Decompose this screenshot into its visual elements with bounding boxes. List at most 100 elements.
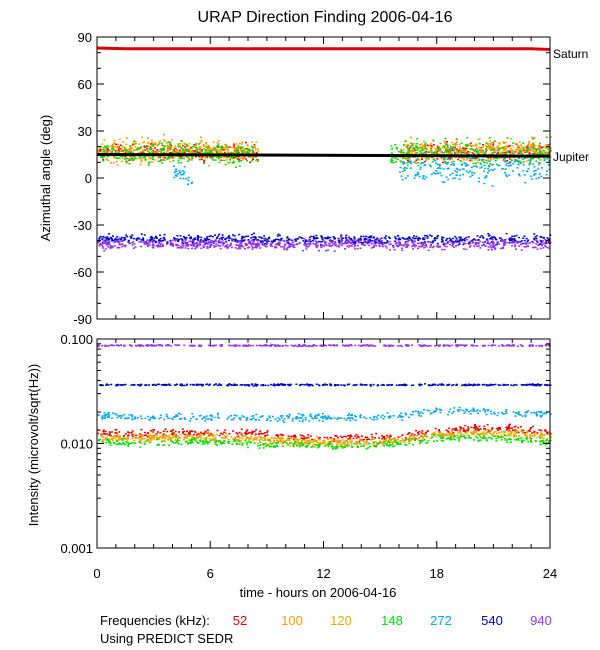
data-point — [381, 239, 383, 242]
intensity-point — [106, 439, 109, 441]
data-point — [184, 238, 187, 241]
data-point — [196, 236, 199, 238]
data-point — [490, 247, 493, 249]
data-point — [405, 146, 408, 149]
data-point — [463, 240, 466, 242]
data-point — [128, 159, 131, 161]
intensity-point — [127, 442, 130, 444]
data-point — [413, 235, 415, 237]
data-point — [175, 239, 177, 241]
data-point — [435, 149, 438, 152]
intensity-point — [314, 443, 317, 446]
data-point — [236, 158, 239, 160]
data-point — [333, 243, 336, 245]
data-point — [217, 140, 220, 142]
data-point — [302, 249, 304, 252]
data-point — [232, 157, 235, 159]
data-point — [163, 157, 166, 159]
data-point — [265, 244, 268, 246]
data-point — [502, 168, 505, 170]
data-point — [163, 149, 165, 151]
data-point — [264, 245, 266, 247]
data-point — [240, 239, 243, 241]
intensity-point — [341, 436, 344, 439]
data-point — [313, 236, 315, 239]
data-point — [259, 240, 262, 242]
data-point — [235, 143, 238, 145]
data-point — [170, 243, 173, 246]
intensity-point — [482, 437, 485, 440]
data-point — [243, 248, 246, 250]
intensity-point — [264, 442, 267, 445]
data-point — [532, 150, 535, 152]
data-point — [171, 156, 174, 158]
data-point — [352, 241, 355, 243]
data-point — [121, 245, 124, 248]
data-point — [358, 241, 361, 244]
data-point — [509, 137, 512, 140]
data-point — [492, 246, 495, 248]
data-point — [316, 244, 319, 247]
data-point — [340, 241, 343, 243]
data-point — [283, 245, 286, 248]
data-point — [309, 240, 312, 243]
intensity-point — [399, 442, 402, 444]
data-point — [134, 246, 137, 248]
data-point — [429, 244, 432, 246]
data-point — [303, 237, 305, 240]
intensity-point — [549, 436, 552, 439]
data-point — [359, 239, 362, 242]
data-point — [403, 244, 406, 246]
data-point — [413, 245, 416, 247]
data-point — [166, 158, 168, 160]
data-point — [177, 173, 180, 175]
intensity-point — [415, 434, 418, 437]
data-point — [97, 242, 100, 244]
data-point — [337, 239, 340, 242]
data-point — [487, 159, 490, 161]
data-point — [438, 164, 441, 166]
data-point — [525, 160, 528, 162]
intensity-point — [485, 432, 488, 434]
data-point — [461, 151, 464, 154]
data-point — [111, 148, 113, 150]
data-point — [453, 153, 456, 155]
data-point — [425, 246, 428, 248]
intensity-point — [227, 438, 230, 441]
data-point — [272, 241, 275, 243]
data-point — [408, 156, 411, 159]
data-point — [165, 243, 168, 246]
data-point — [112, 149, 115, 151]
data-point — [421, 149, 424, 151]
intensity-point — [286, 439, 289, 441]
data-point — [406, 243, 409, 245]
intensity-point — [396, 443, 399, 446]
data-point — [406, 152, 409, 154]
data-point — [451, 162, 454, 165]
data-point — [235, 151, 238, 154]
intensity-point — [323, 441, 326, 444]
data-point — [232, 161, 235, 164]
intensity-point — [232, 438, 235, 440]
data-point — [222, 236, 225, 239]
intensity-point — [171, 432, 174, 434]
data-point — [221, 146, 224, 149]
intensity-point — [517, 431, 520, 434]
data-point — [152, 145, 155, 147]
data-point — [196, 150, 199, 152]
data-point — [439, 167, 442, 170]
data-point — [146, 145, 149, 147]
data-point — [98, 238, 101, 240]
data-point — [106, 145, 109, 147]
data-point — [154, 241, 157, 244]
data-point — [489, 242, 492, 244]
data-point — [502, 149, 505, 151]
data-point — [180, 247, 183, 249]
data-point — [158, 156, 161, 158]
data-point — [173, 150, 176, 152]
data-point — [516, 160, 519, 162]
intensity-point — [157, 436, 160, 439]
data-point — [510, 239, 513, 241]
data-point — [118, 242, 121, 244]
data-point — [115, 143, 118, 146]
